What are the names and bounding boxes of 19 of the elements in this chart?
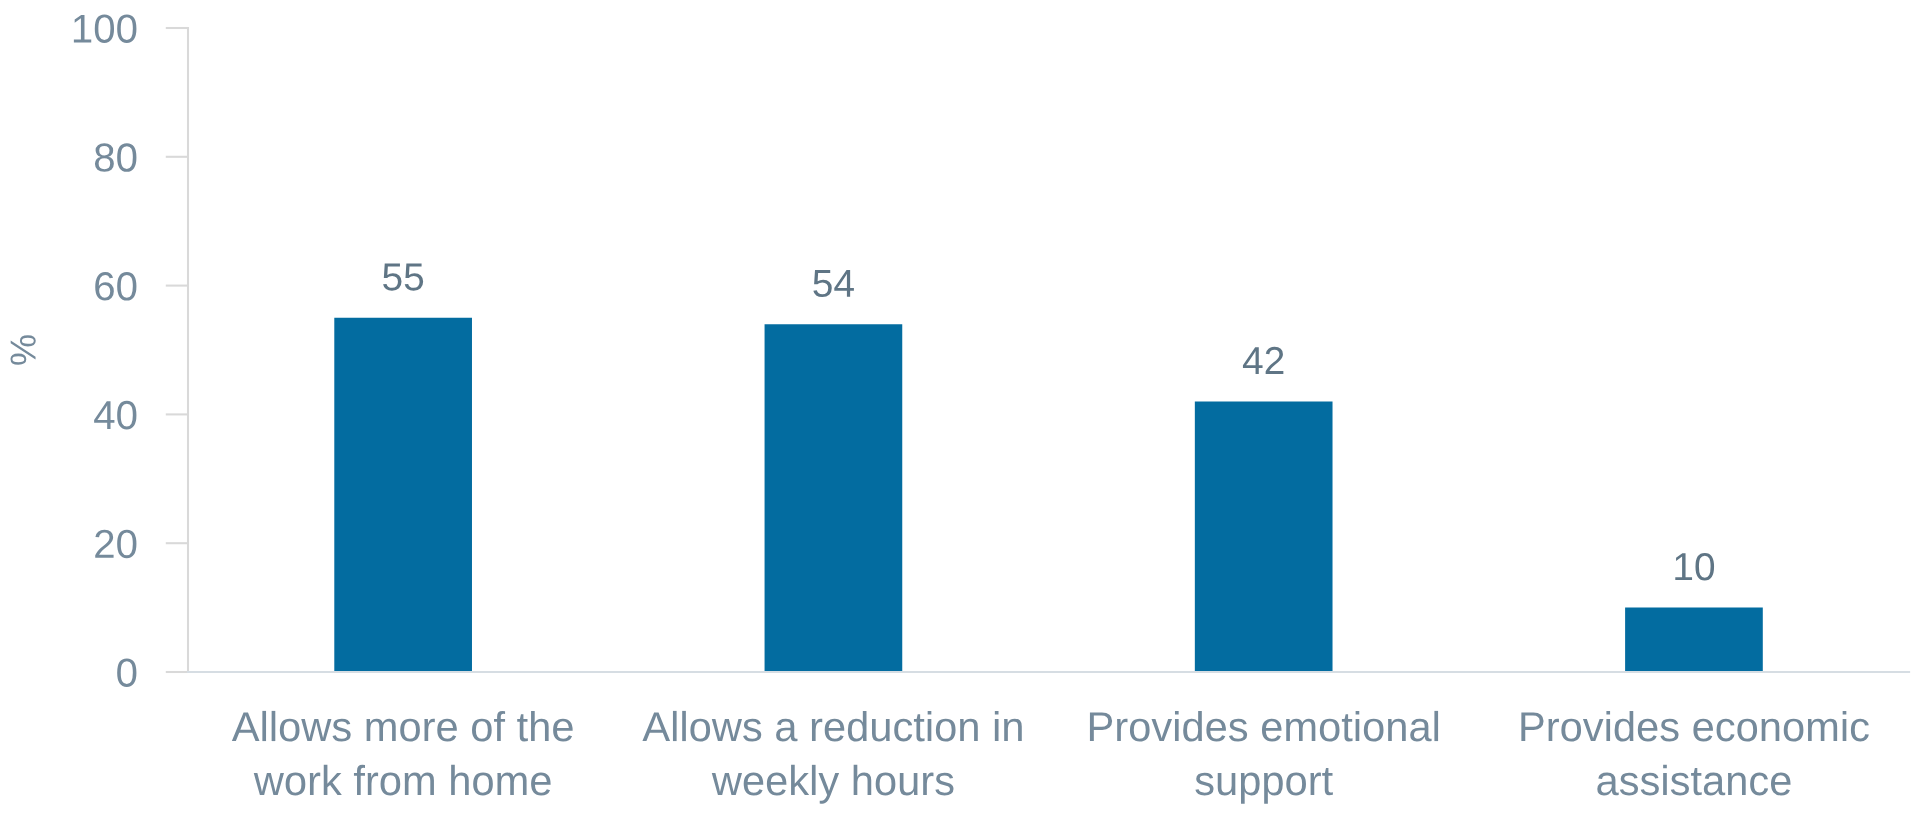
y-tick-label: 100 (73, 14, 137, 43)
y-tick-label: 80 (94, 143, 137, 172)
bar (1625, 607, 1763, 672)
y-tick-label: 40 (94, 400, 137, 430)
bar (764, 324, 903, 672)
x-tick-label: Provides economic assistance (1521, 710, 1869, 796)
bar (334, 317, 472, 672)
y-tick-label: 20 (95, 529, 137, 559)
y-axis-title: % (10, 335, 36, 365)
x-tick-label: Provides emotional support (1089, 710, 1439, 804)
bar (1194, 401, 1333, 672)
x-tick-label: Allows a reduction in weekly hours (642, 710, 1022, 804)
data-label: 55 (383, 263, 424, 291)
data-label: 54 (813, 269, 854, 298)
data-label: 10 (1675, 552, 1715, 581)
y-tick-label: 0 (117, 658, 137, 687)
data-label: 42 (1242, 346, 1284, 375)
y-tick-label: 60 (95, 272, 137, 301)
x-tick-label: Allows more of the work from home (231, 710, 573, 796)
